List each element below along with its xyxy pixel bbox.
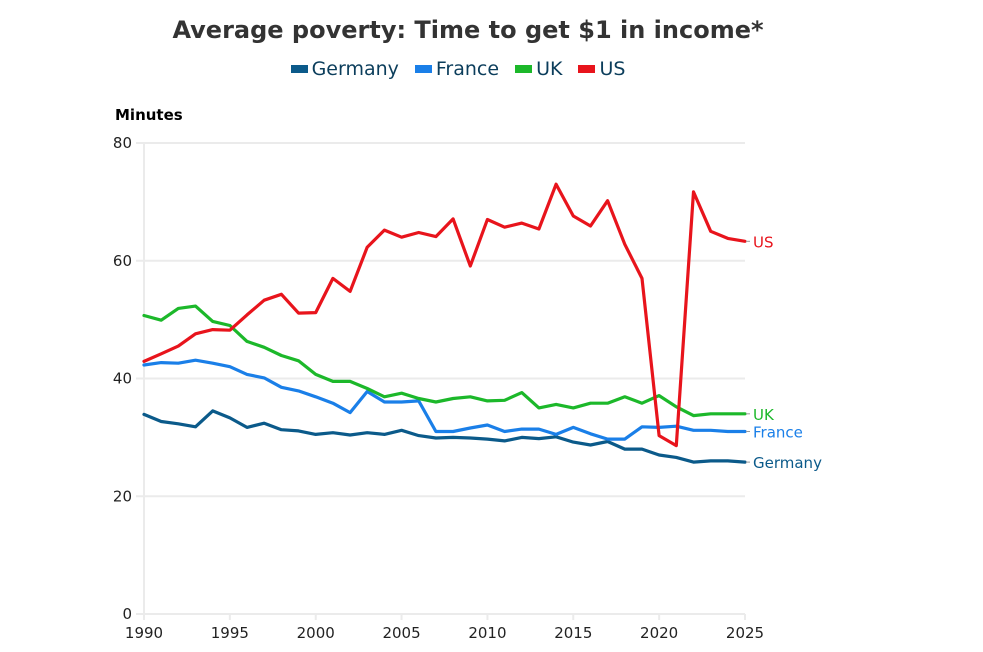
- legend-item-france[interactable]: France: [414, 58, 500, 80]
- legend-item-germany[interactable]: Germany: [290, 58, 399, 80]
- legend-swatch-us: [578, 65, 596, 73]
- series-lines: [142, 182, 747, 464]
- y-tick-label-80: 80: [113, 134, 132, 152]
- end-label-germany: Germany: [753, 454, 822, 472]
- legend-label-uk: UK: [536, 58, 563, 80]
- legend-label-germany: Germany: [311, 58, 399, 80]
- x-tick-label-2015: 2015: [554, 624, 592, 642]
- y-axis-label: Minutes: [115, 106, 183, 124]
- series-line-france: [142, 358, 747, 441]
- legend-swatch-uk: [515, 65, 533, 73]
- x-tick-label-1995: 1995: [211, 624, 249, 642]
- legend-swatch-germany: [290, 65, 308, 73]
- y-tick-label-60: 60: [113, 252, 132, 270]
- x-tick-label-2000: 2000: [297, 624, 335, 642]
- x-tick-label-2010: 2010: [468, 624, 506, 642]
- end-label-uk: UK: [753, 406, 775, 424]
- legend-label-france: France: [435, 58, 500, 80]
- x-tick-label-2020: 2020: [640, 624, 678, 642]
- x-tick-label-2025: 2025: [726, 624, 764, 642]
- series-line-us: [142, 182, 747, 448]
- legend-label-us: US: [599, 58, 626, 80]
- end-label-us: US: [753, 233, 774, 251]
- x-tick-label-1990: 1990: [125, 624, 163, 642]
- x-axis-ticks: 1990 1995 2000 2005 2010 2015 2020 2025: [125, 614, 764, 642]
- series-line-uk: [142, 304, 747, 418]
- legend: Germany France UK US: [0, 58, 916, 80]
- y-tick-label-40: 40: [113, 370, 132, 388]
- y-tick-label-0: 0: [122, 605, 132, 623]
- legend-item-us[interactable]: US: [578, 58, 625, 80]
- legend-swatch-france: [414, 65, 432, 73]
- gridlines: [136, 142, 745, 615]
- legend-item-uk[interactable]: UK: [515, 58, 562, 80]
- y-axis-ticks: 0 20 40 60 80: [113, 134, 132, 623]
- y-tick-label-20: 20: [113, 487, 132, 505]
- series-line-germany: [142, 409, 747, 464]
- end-label-france: France: [753, 423, 803, 441]
- chart-title: Average poverty: Time to get $1 in incom…: [172, 16, 764, 44]
- x-tick-label-2005: 2005: [382, 624, 420, 642]
